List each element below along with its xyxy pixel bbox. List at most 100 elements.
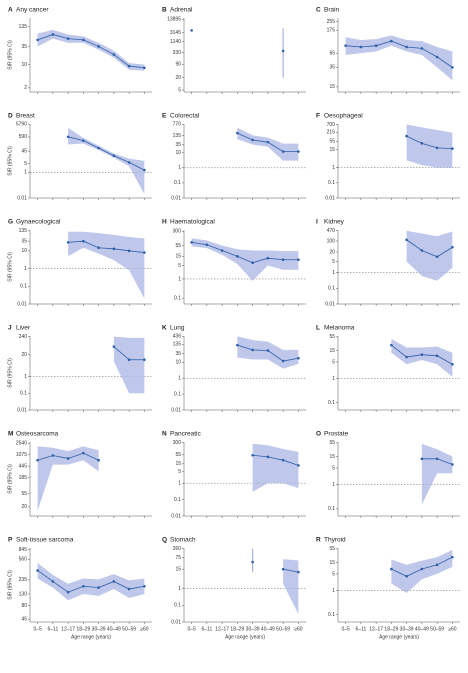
x-tick-label: 12–17 [215,626,229,632]
y-tick-label: 13895 [167,17,181,23]
data-point [405,355,408,359]
data-point [127,587,131,591]
panel-label: G [8,219,13,226]
data-point [281,359,285,363]
y-tick-label: 15 [175,461,181,467]
x-tick-label: 40–49 [107,626,121,632]
y-tick-label: 0.1 [20,391,27,397]
panel-label: I [316,219,318,226]
y-tick-label: 0.1 [328,506,335,512]
data-point [266,455,270,459]
data-point [51,454,55,457]
y-tick-label: 560 [19,557,28,563]
y-tick-label: 20 [175,75,181,81]
data-point [236,343,239,347]
x-tick-label: 40–49 [261,626,275,632]
y-tick-label: 20 [329,249,335,255]
data-point [220,249,224,252]
data-point [405,574,408,578]
x-tick-label: 12–17 [61,626,75,632]
panel-label: F [316,113,320,120]
y-tick-label: 15 [329,147,335,153]
data-point [236,131,239,135]
series-line [283,568,299,573]
series-line [68,240,145,253]
y-tick-label: 215 [327,130,336,136]
panel-title: Adrenal [170,7,193,14]
panel-label: C [316,7,321,14]
ci-band [391,339,453,377]
y-tick-label: 1 [178,276,181,282]
y-tick-label: 0.1 [174,296,181,302]
series-line [191,241,299,264]
data-point [420,47,424,50]
y-tick-label: 75 [175,555,181,561]
data-point [451,245,454,249]
panel-label: H [162,219,167,226]
ci-band [37,29,145,71]
y-tick-label: 2540 [16,441,27,447]
data-point [405,134,408,138]
y-axis-label: SIR (95% CI) [7,252,13,282]
x-tick-label: ≥60 [140,626,149,632]
data-point [82,584,85,588]
panel-title: Breast [16,113,35,120]
y-tick-label: 135 [19,228,28,234]
x-tick-label: 0–5 [187,626,196,632]
ci-band [421,443,453,505]
y-tick-label: 260 [173,546,182,552]
y-tick-label: 20 [21,352,27,358]
data-point [435,255,439,259]
y-tick-label: 0.1 [328,286,335,292]
y-tick-label: 55 [329,334,335,340]
ci-band [113,336,145,394]
panel-label: E [162,113,167,120]
panel-label: B [162,7,167,14]
y-tick-label: 1 [24,266,27,272]
y-tick-label: 1 [332,482,335,488]
data-point [451,463,454,466]
ci-band [406,230,453,281]
y-tick-label: 5 [24,161,27,167]
y-tick-label: 45 [21,149,27,155]
y-tick-label: 130 [19,591,28,597]
y-tick-label: 5 [332,571,335,577]
y-tick-label: 470 [327,228,336,234]
y-tick-label: 100 [327,238,336,244]
data-point [143,358,146,362]
panel-label: P [8,537,13,544]
data-point [420,353,424,357]
y-tick-label: 0.01 [17,407,27,413]
data-point [66,457,70,460]
data-point [281,567,285,571]
y-tick-label: 5 [178,469,181,475]
y-tick-label: 1 [332,588,335,594]
data-point [266,256,270,260]
y-tick-label: 0.01 [171,619,181,625]
y-tick-label: 1 [178,376,181,382]
series-line [406,239,453,258]
y-tick-label: 5 [332,259,335,265]
series-line [345,40,453,68]
x-tick-label: 50–59 [122,626,136,632]
y-tick-label: 255 [327,19,336,25]
data-point [97,458,100,462]
data-point [266,140,270,144]
data-point [190,241,193,244]
y-tick-label: 35 [175,142,181,148]
data-point [405,45,408,49]
data-point [66,37,70,40]
panel-label: L [316,325,320,332]
data-point [66,590,70,594]
data-point [97,45,100,48]
data-point [281,150,285,153]
panel-title: Any cancer [16,7,49,14]
ci-band [391,549,453,594]
series-line [37,34,145,69]
data-point [435,55,439,59]
data-point [251,261,254,264]
data-point [251,138,254,142]
y-tick-label: 55 [329,546,335,552]
panel-label: M [8,431,13,438]
